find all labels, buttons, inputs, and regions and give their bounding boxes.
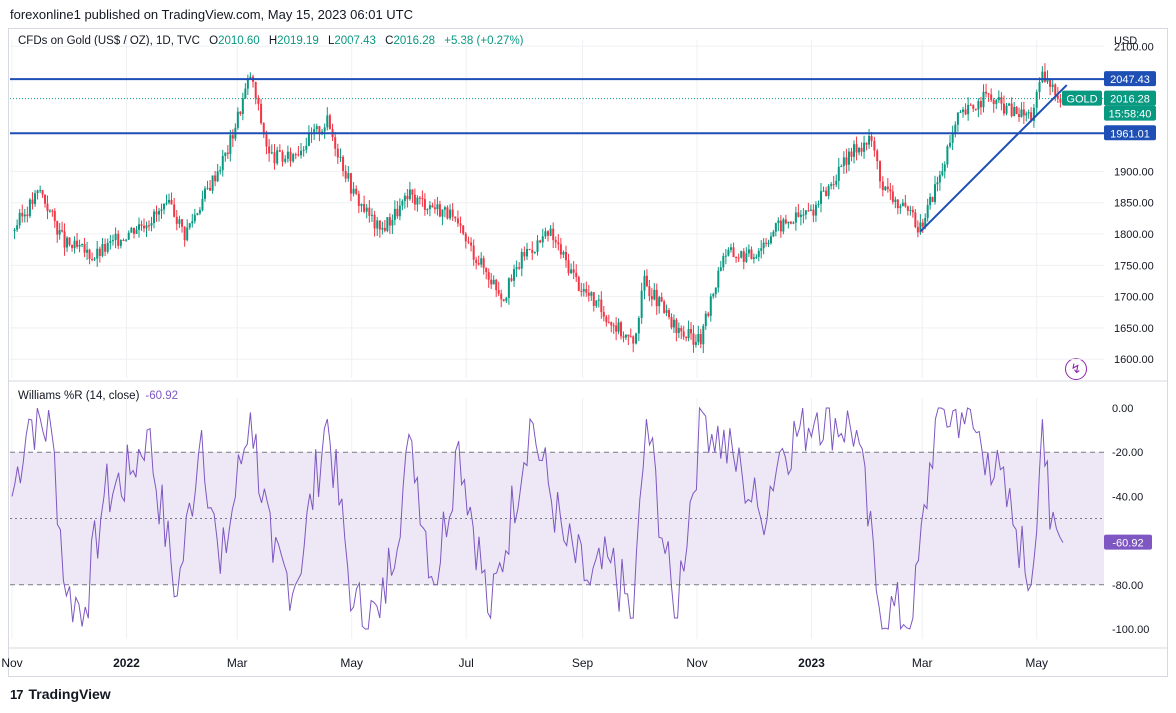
open-value: 2010.60 xyxy=(218,35,260,47)
oscillator-value: -60.92 xyxy=(145,390,179,402)
low-value: 2007.43 xyxy=(334,35,376,47)
close-key: C xyxy=(385,35,394,47)
low-key: L xyxy=(327,35,335,47)
open-key: O xyxy=(209,35,219,47)
oscillator-title: Williams %R (14, close) xyxy=(18,390,140,402)
price-legend: CFDs on Gold (US$ / OZ), 1D, TVC O2010.6… xyxy=(18,35,524,47)
oscillator-legend: Williams %R (14, close) -60.92 xyxy=(18,390,178,402)
symbol-label: CFDs on Gold (US$ / OZ), 1D, TVC xyxy=(18,35,200,47)
high-value: 2019.19 xyxy=(277,35,319,47)
change-value: +5.38 (+0.27%) xyxy=(444,35,524,47)
chart-frame xyxy=(8,28,1168,677)
tradingview-logo-icon: 17 xyxy=(10,686,24,702)
lightning-icon[interactable]: ↯ xyxy=(1065,358,1087,380)
close-value: 2016.28 xyxy=(393,35,436,47)
high-key: H xyxy=(268,35,278,47)
tradingview-footer: 17 TradingView xyxy=(10,686,111,702)
footer-brand: TradingView xyxy=(28,686,111,702)
published-line: forexonline1 published on TradingView.co… xyxy=(10,7,414,22)
